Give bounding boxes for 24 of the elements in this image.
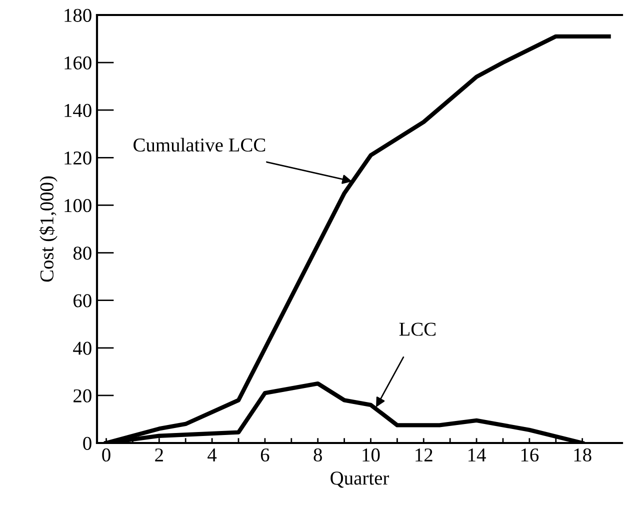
x-tick-label: 6 [260, 448, 270, 462]
x-tick-label: 2 [155, 448, 163, 462]
x-axis-title: Quarter [330, 472, 390, 488]
y-tick-label: 180 [64, 8, 92, 22]
x-tick-label: 18 [574, 448, 592, 462]
x-tick-label: 12 [416, 448, 432, 462]
y-tick-label: 20 [74, 389, 92, 402]
y-axis-title: Cost ($1,000) [39, 176, 58, 282]
y-tick-label: 40 [73, 342, 92, 355]
y-tick-label: 160 [64, 56, 92, 70]
x-tick-label: 10 [362, 448, 380, 462]
y-tick-label: 0 [83, 436, 92, 450]
x-tick-label: 4 [208, 448, 217, 462]
y-tick-label: 120 [64, 151, 92, 165]
x-tick-label: 16 [521, 448, 539, 462]
annotation: Cumulative LCC [134, 138, 266, 152]
y-tick-label: 60 [74, 294, 92, 308]
x-tick-label: 8 [314, 448, 322, 462]
y-tick-label: 140 [64, 104, 92, 118]
y-tick-label: 80 [73, 246, 92, 260]
x-tick-label: 14 [468, 448, 486, 462]
y-tick-label: 100 [64, 199, 92, 212]
annotation: LCC [399, 322, 436, 336]
x-tick-label: 0 [102, 448, 110, 462]
